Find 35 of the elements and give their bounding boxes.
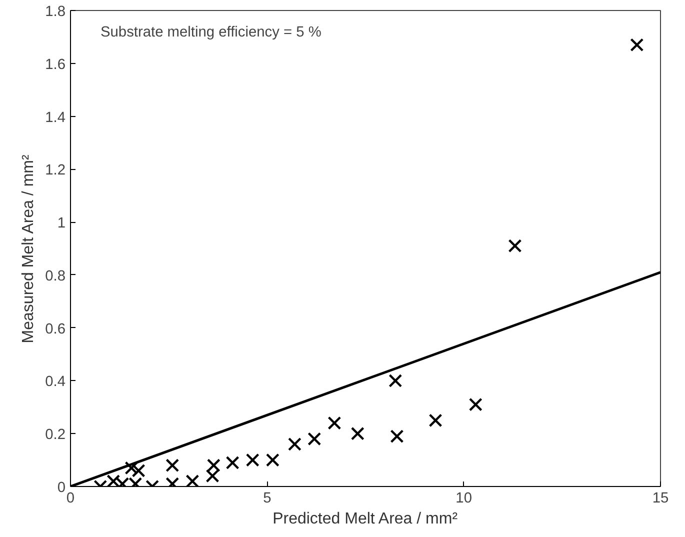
y-tick-label: 1.4 [45, 110, 66, 126]
y-tick-label: 1 [57, 216, 66, 232]
point [132, 464, 146, 478]
point [428, 414, 442, 428]
x-axis-title: Predicted Melt Area / mm² [272, 510, 458, 528]
point [186, 474, 200, 486]
x-tick-label: 5 [263, 490, 272, 506]
y-tick-label: 1.6 [45, 56, 66, 73]
point [226, 456, 240, 470]
y-tick-label: 0.6 [45, 321, 66, 338]
point [350, 426, 364, 440]
x-tick-label: 15 [652, 490, 669, 506]
annotation: Substrate melting efficiency = 5 % [100, 24, 322, 40]
point [468, 398, 482, 412]
point [288, 437, 302, 451]
point [390, 430, 404, 444]
point [246, 453, 260, 467]
point [206, 458, 220, 472]
x-tick-label: 10 [456, 490, 472, 506]
point [388, 374, 402, 388]
y-tick-label: 0.8 [45, 268, 66, 284]
point [630, 38, 644, 52]
y-axis-title: Measured Melt Area / mm² [20, 154, 38, 344]
point [266, 453, 280, 467]
y-tick-label: 0.4 [45, 374, 66, 390]
y-tick-label: 1.8 [45, 4, 66, 20]
y-tick-label: 0.2 [45, 427, 66, 444]
point [166, 458, 180, 472]
point [508, 239, 522, 253]
point [206, 469, 220, 483]
point [124, 461, 138, 475]
y-tick-label: 0 [57, 480, 66, 496]
point [328, 416, 342, 430]
y-tick-label: 1.2 [45, 162, 66, 179]
point [308, 432, 322, 446]
